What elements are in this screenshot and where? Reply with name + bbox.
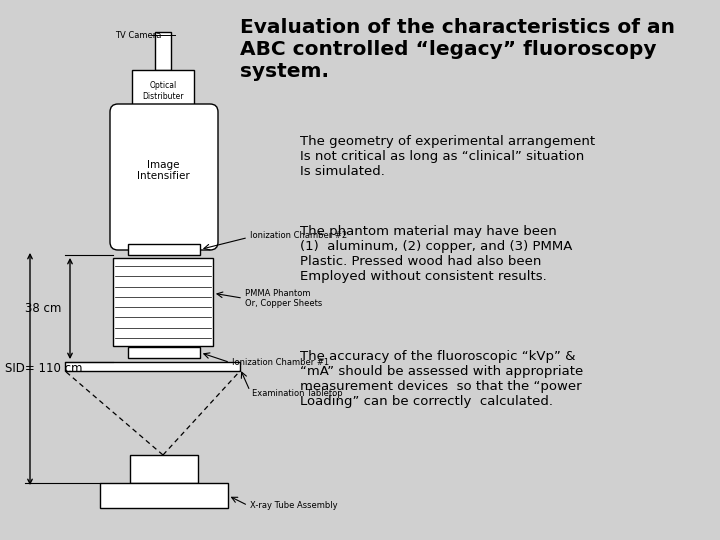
Bar [130,455,198,483]
Text: PMMA Phantom
Or, Copper Sheets: PMMA Phantom Or, Copper Sheets [245,288,323,308]
Text: The accuracy of the fluoroscopic “kVp” &
“mA” should be assessed with appropriat: The accuracy of the fluoroscopic “kVp” &… [300,350,583,408]
Bar [65,362,240,371]
Text: The geometry of experimental arrangement
Is not critical as long as “clinical” s: The geometry of experimental arrangement… [300,135,595,178]
Text: X-ray Tube Assembly: X-ray Tube Assembly [250,501,338,510]
Bar [128,244,200,255]
Text: TV Camera: TV Camera [115,30,161,39]
Bar [113,258,213,346]
Text: Examination Tabletop: Examination Tabletop [252,388,343,397]
FancyBboxPatch shape [110,104,218,250]
Text: Ionization Chamber #1: Ionization Chamber #1 [232,358,329,367]
Bar [155,32,171,70]
Bar [100,483,228,508]
Bar [128,347,200,358]
Text: Optical
Distributer: Optical Distributer [143,82,184,100]
Text: Evaluation of the characteristics of an
ABC controlled “legacy” fluoroscopy
syst: Evaluation of the characteristics of an … [240,18,675,81]
Text: Image
Intensifier: Image Intensifier [137,160,189,181]
Bar [132,70,194,112]
Text: Ionization Chamber #2: Ionization Chamber #2 [250,231,347,240]
Text: SID= 110 cm: SID= 110 cm [5,362,83,375]
Text: The phantom material may have been
(1)  aluminum, (2) copper, and (3) PMMA
Plast: The phantom material may have been (1) a… [300,225,572,283]
Text: 38 cm: 38 cm [25,302,61,315]
